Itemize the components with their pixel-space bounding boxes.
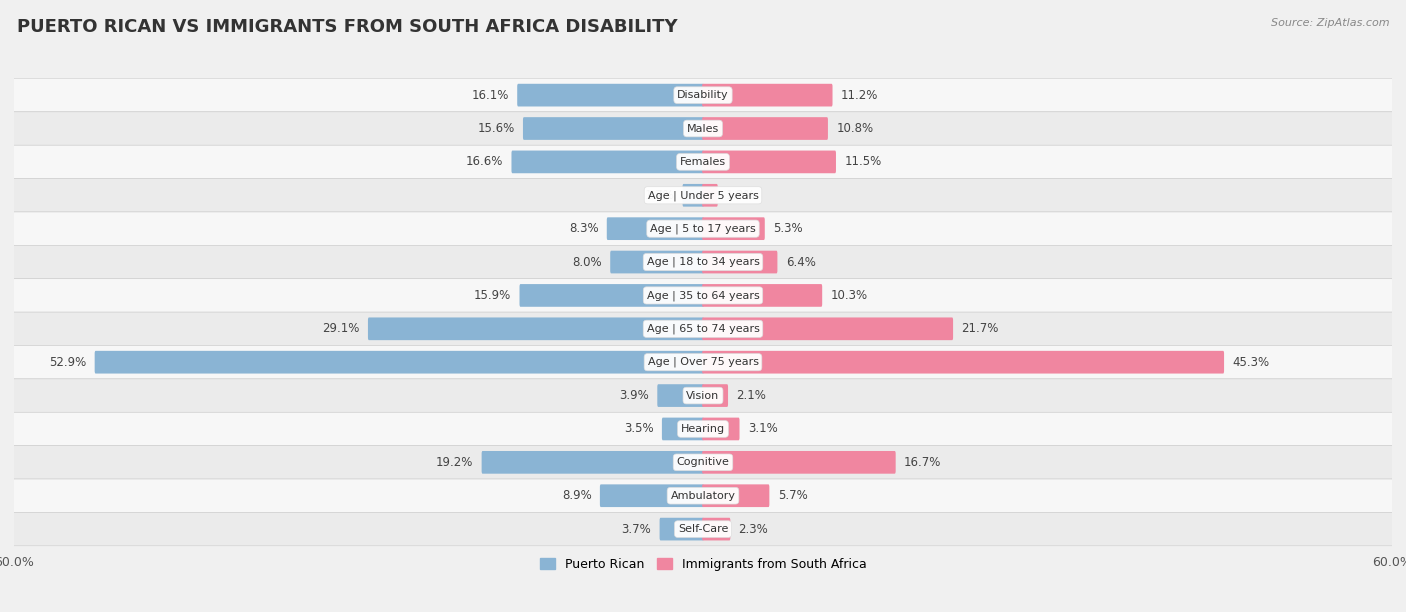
Text: 1.2%: 1.2% [725,188,756,202]
FancyBboxPatch shape [517,84,704,106]
FancyBboxPatch shape [523,117,704,140]
Text: Age | Under 5 years: Age | Under 5 years [648,190,758,201]
Text: Self-Care: Self-Care [678,524,728,534]
FancyBboxPatch shape [702,384,728,407]
Text: 45.3%: 45.3% [1232,356,1270,368]
FancyBboxPatch shape [702,417,740,440]
Text: 29.1%: 29.1% [322,323,360,335]
FancyBboxPatch shape [702,518,730,540]
Text: Source: ZipAtlas.com: Source: ZipAtlas.com [1271,18,1389,28]
Text: Age | 5 to 17 years: Age | 5 to 17 years [650,223,756,234]
Text: Hearing: Hearing [681,424,725,434]
FancyBboxPatch shape [368,318,704,340]
Text: 6.4%: 6.4% [786,256,815,269]
FancyBboxPatch shape [702,351,1225,373]
Text: 21.7%: 21.7% [962,323,998,335]
Text: 16.7%: 16.7% [904,456,941,469]
FancyBboxPatch shape [14,412,1392,446]
FancyBboxPatch shape [14,479,1392,512]
Text: 1.7%: 1.7% [644,188,675,202]
FancyBboxPatch shape [519,284,704,307]
Text: 3.9%: 3.9% [619,389,650,402]
Text: 8.0%: 8.0% [572,256,602,269]
Text: 19.2%: 19.2% [436,456,474,469]
Text: 3.1%: 3.1% [748,422,778,436]
Legend: Puerto Rican, Immigrants from South Africa: Puerto Rican, Immigrants from South Afri… [540,558,866,571]
Text: 8.9%: 8.9% [562,489,592,502]
FancyBboxPatch shape [702,318,953,340]
FancyBboxPatch shape [682,184,704,207]
FancyBboxPatch shape [14,512,1392,546]
FancyBboxPatch shape [659,518,704,540]
FancyBboxPatch shape [14,212,1392,245]
FancyBboxPatch shape [702,117,828,140]
FancyBboxPatch shape [702,84,832,106]
FancyBboxPatch shape [702,217,765,240]
Text: 15.6%: 15.6% [478,122,515,135]
Text: Disability: Disability [678,90,728,100]
Text: Ambulatory: Ambulatory [671,491,735,501]
Text: Males: Males [688,124,718,133]
FancyBboxPatch shape [657,384,704,407]
Text: 11.2%: 11.2% [841,89,879,102]
Text: 10.3%: 10.3% [831,289,868,302]
Text: Age | Over 75 years: Age | Over 75 years [648,357,758,367]
FancyBboxPatch shape [482,451,704,474]
Text: 2.3%: 2.3% [738,523,768,536]
Text: 5.7%: 5.7% [778,489,807,502]
FancyBboxPatch shape [14,112,1392,145]
FancyBboxPatch shape [512,151,704,173]
FancyBboxPatch shape [14,145,1392,179]
Text: 11.5%: 11.5% [844,155,882,168]
FancyBboxPatch shape [662,417,704,440]
Text: Females: Females [681,157,725,167]
Text: 16.1%: 16.1% [471,89,509,102]
FancyBboxPatch shape [702,451,896,474]
Text: Cognitive: Cognitive [676,457,730,468]
FancyBboxPatch shape [14,245,1392,278]
Text: 2.1%: 2.1% [737,389,766,402]
FancyBboxPatch shape [94,351,704,373]
Text: 3.7%: 3.7% [621,523,651,536]
FancyBboxPatch shape [14,446,1392,479]
Text: Age | 35 to 64 years: Age | 35 to 64 years [647,290,759,300]
FancyBboxPatch shape [607,217,704,240]
FancyBboxPatch shape [702,484,769,507]
FancyBboxPatch shape [14,346,1392,379]
Text: Vision: Vision [686,390,720,401]
FancyBboxPatch shape [702,151,837,173]
Text: PUERTO RICAN VS IMMIGRANTS FROM SOUTH AFRICA DISABILITY: PUERTO RICAN VS IMMIGRANTS FROM SOUTH AF… [17,18,678,36]
FancyBboxPatch shape [702,184,717,207]
Text: 8.3%: 8.3% [569,222,599,235]
Text: 3.5%: 3.5% [624,422,654,436]
FancyBboxPatch shape [14,78,1392,112]
FancyBboxPatch shape [14,312,1392,346]
FancyBboxPatch shape [702,251,778,274]
FancyBboxPatch shape [600,484,704,507]
FancyBboxPatch shape [610,251,704,274]
FancyBboxPatch shape [14,379,1392,412]
Text: Age | 18 to 34 years: Age | 18 to 34 years [647,257,759,267]
Text: Age | 65 to 74 years: Age | 65 to 74 years [647,324,759,334]
Text: 52.9%: 52.9% [49,356,86,368]
Text: 10.8%: 10.8% [837,122,873,135]
FancyBboxPatch shape [14,278,1392,312]
Text: 16.6%: 16.6% [465,155,503,168]
FancyBboxPatch shape [14,179,1392,212]
Text: 15.9%: 15.9% [474,289,512,302]
Text: 5.3%: 5.3% [773,222,803,235]
FancyBboxPatch shape [702,284,823,307]
